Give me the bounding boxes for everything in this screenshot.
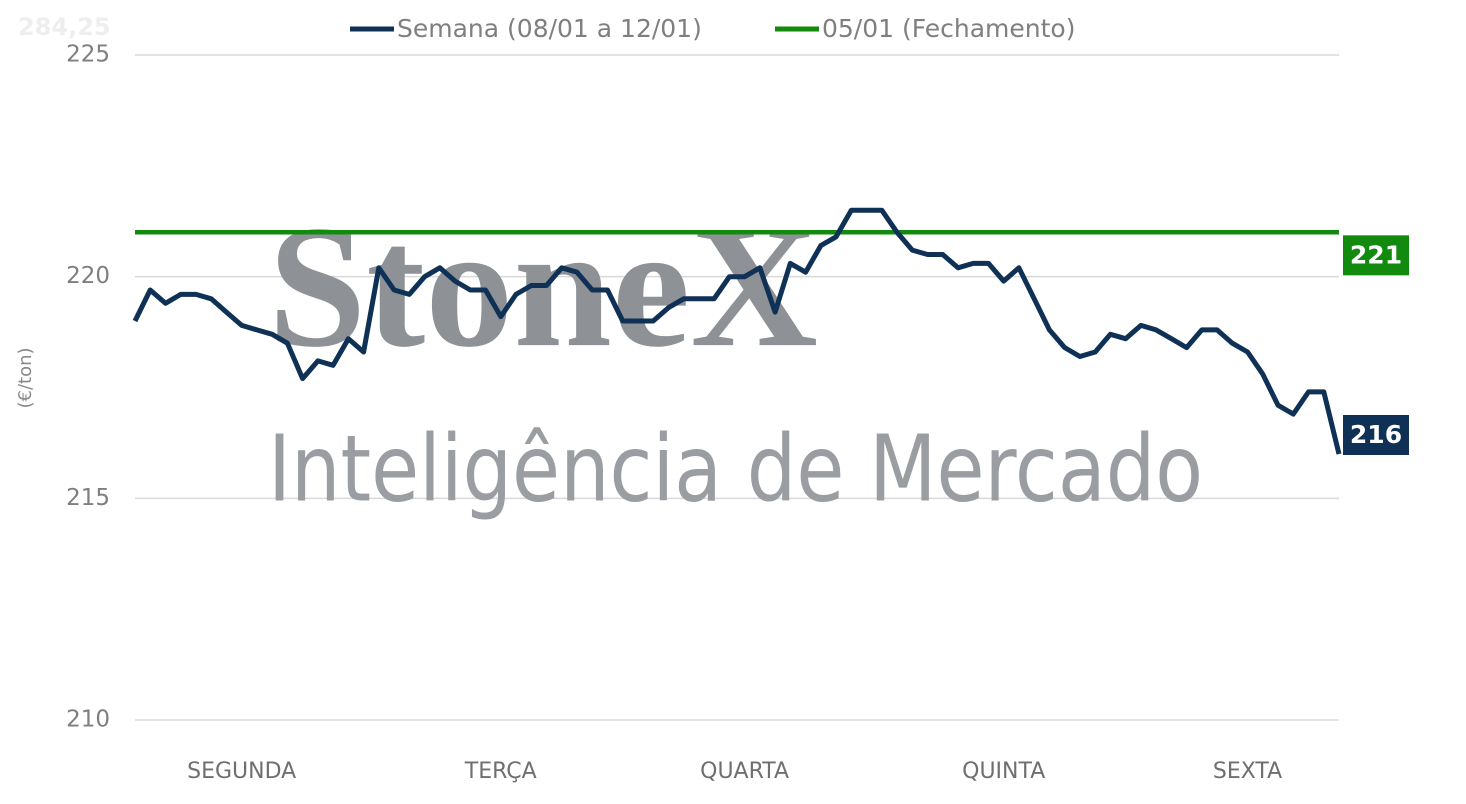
y-tick-label: 225 xyxy=(66,42,110,68)
y-tick-label: 215 xyxy=(66,485,110,511)
x-tick-label: TERÇA xyxy=(464,759,537,784)
watermark-subtitle: Inteligência de Mercado xyxy=(268,415,1203,522)
end-label: 216 xyxy=(1350,420,1402,449)
y-tick-label: 220 xyxy=(66,263,110,289)
series-line xyxy=(132,207,1342,455)
x-tick-label: SEXTA xyxy=(1213,759,1282,784)
corner-note: 284,25 xyxy=(18,13,111,41)
y-axis-label: (€/ton) xyxy=(15,347,36,408)
x-tick-label: SEGUNDA xyxy=(187,759,296,784)
legend-label: 05/01 (Fechamento) xyxy=(822,14,1075,43)
end-label: 221 xyxy=(1350,240,1402,269)
x-tick-label: QUINTA xyxy=(962,759,1045,784)
y-tick-label: 210 xyxy=(66,707,110,733)
end-label-box xyxy=(1343,415,1409,455)
end-label-box xyxy=(1343,235,1409,276)
x-tick-label: QUARTA xyxy=(700,759,789,784)
legend-label: Semana (08/01 a 12/01) xyxy=(397,14,702,43)
